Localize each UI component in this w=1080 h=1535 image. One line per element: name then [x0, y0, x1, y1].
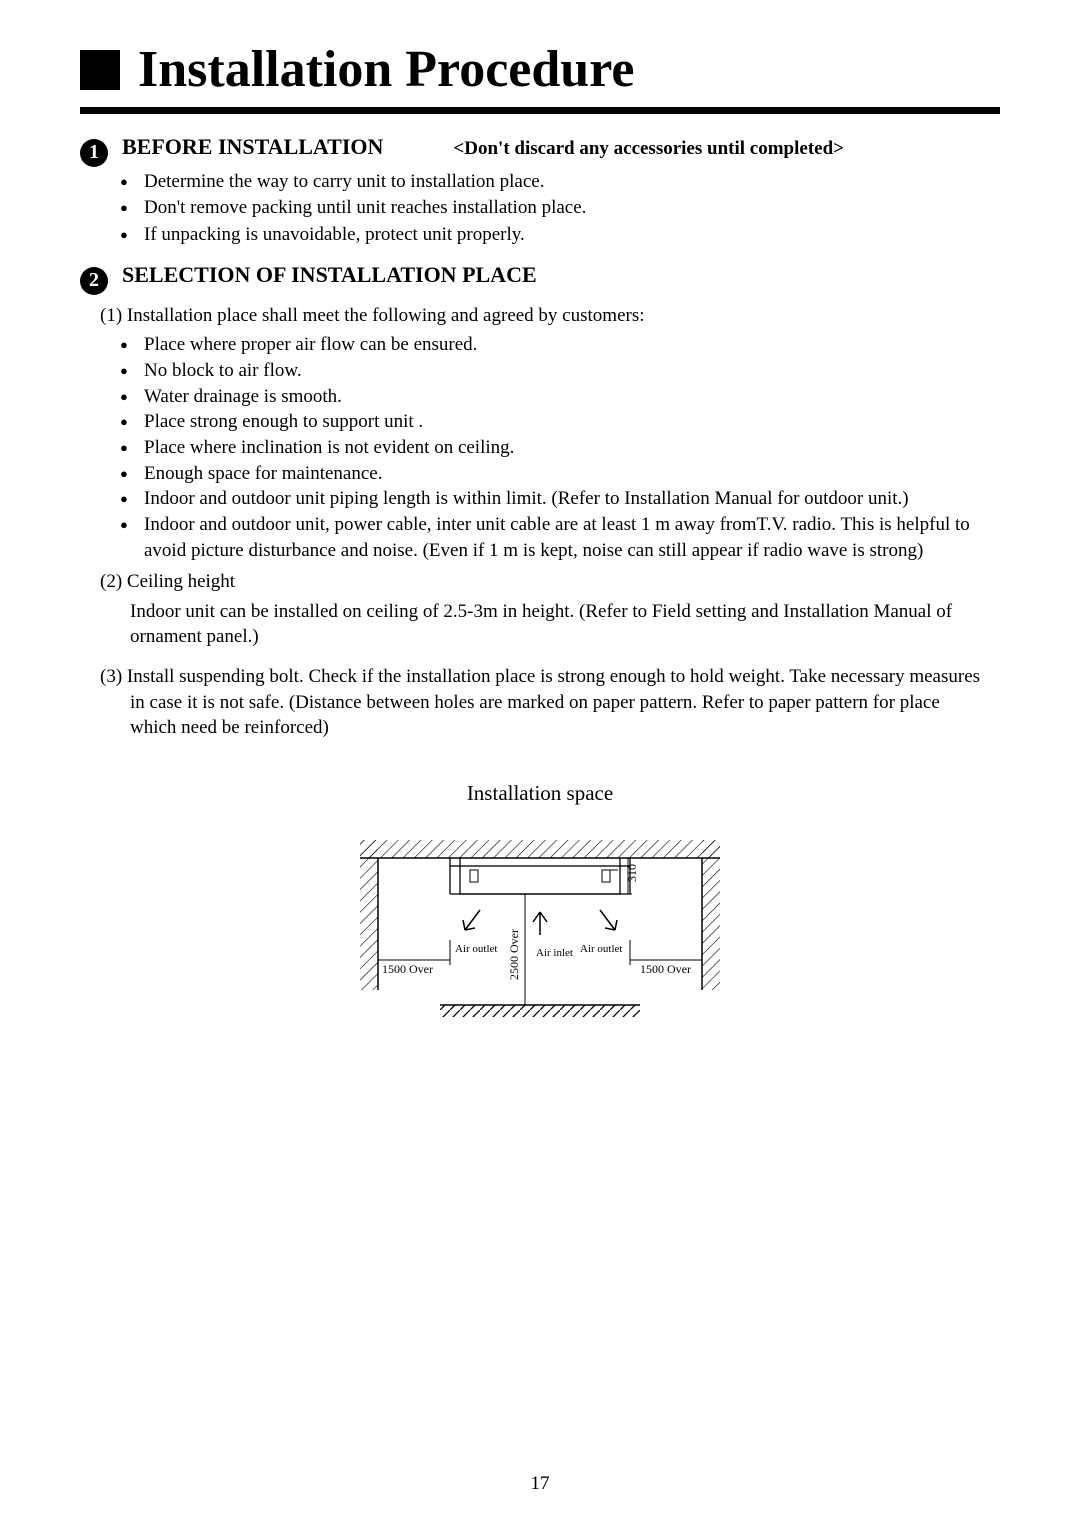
title-row: Installation Procedure [80, 40, 1000, 99]
air-inlet-arrow-icon [533, 912, 547, 935]
section-1-bullets: Determine the way to carry unit to insta… [120, 169, 1000, 249]
page-number: 17 [531, 1473, 550, 1495]
unit-body [460, 866, 620, 894]
page-title: Installation Procedure [138, 40, 634, 99]
air-outlet-right-arrow-icon [600, 910, 617, 930]
list-item: Indoor and outdoor unit piping length is… [120, 486, 1000, 512]
air-outlet-left-label: Air outlet [455, 943, 497, 955]
section-1-title: BEFORE INSTALLATION [122, 134, 383, 160]
dim-310-label: 310 [625, 864, 639, 882]
list-item: Place where proper air flow can be ensur… [120, 332, 1000, 358]
left-wall-hatch [360, 840, 378, 990]
diagram-title: Installation space [80, 781, 1000, 806]
title-square-icon [80, 50, 120, 90]
section-2-item-1-label: (1) Installation place shall meet the fo… [100, 303, 1000, 329]
air-inlet-label: Air inlet [536, 947, 573, 959]
list-item: Water drainage is smooth. [120, 384, 1000, 410]
section-1-number-icon: 1 [80, 139, 108, 167]
list-item: Don't remove packing until unit reaches … [120, 195, 1000, 222]
right-wall-hatch [702, 840, 720, 990]
list-item: Place strong enough to support unit . [120, 409, 1000, 435]
floor-hatch [440, 1005, 640, 1017]
diagram-svg: 310 Air outlet Air inlet Air outlet 1500… [340, 830, 740, 1060]
section-2-title: SELECTION OF INSTALLATION PLACE [122, 262, 537, 288]
dim-2500-label: 2500 Over [507, 929, 521, 980]
section-1-note: <Don't discard any accessories until com… [453, 138, 844, 160]
air-outlet-right-label: Air outlet [580, 943, 622, 955]
air-outlet-left-arrow-icon [463, 910, 480, 930]
section-2-number-icon: 2 [80, 267, 108, 295]
ceiling-hatch [360, 840, 720, 858]
title-underline [80, 107, 1000, 114]
section-2-item-3-text: (3) Install suspending bolt. Check if th… [100, 664, 1000, 741]
list-item: Enough space for maintenance. [120, 461, 1000, 487]
dim-1500-left-label: 1500 Over [382, 962, 433, 976]
section-2-item-2-label: (2) Ceiling height [100, 569, 1000, 595]
list-item: If unpacking is unavoidable, protect uni… [120, 222, 1000, 249]
dim-1500-right-label: 1500 Over [640, 962, 691, 976]
section-2-item-3-content: (3) Install suspending bolt. Check if th… [100, 664, 990, 741]
section-2-header: 2 SELECTION OF INSTALLATION PLACE [80, 262, 1000, 291]
section-2-item-2-text: Indoor unit can be installed on ceiling … [130, 599, 1000, 650]
installation-space-diagram: 310 Air outlet Air inlet Air outlet 1500… [80, 830, 1000, 1060]
list-item: Determine the way to carry unit to insta… [120, 169, 1000, 196]
section-1-header: 1 BEFORE INSTALLATION <Don't discard any… [80, 134, 1000, 169]
list-item: Indoor and outdoor unit, power cable, in… [120, 512, 1000, 563]
section-2-item-1-bullets: Place where proper air flow can be ensur… [120, 332, 1000, 563]
list-item: Place where inclination is not evident o… [120, 435, 1000, 461]
list-item: No block to air flow. [120, 358, 1000, 384]
